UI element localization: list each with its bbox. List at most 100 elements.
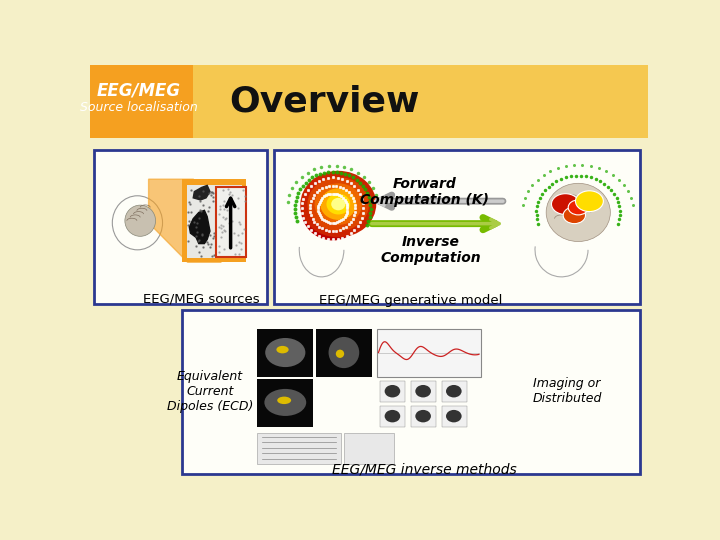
Point: [227, 191, 238, 199]
Point: [207, 193, 218, 201]
Text: Forward
Computation (K): Forward Computation (K): [360, 177, 490, 207]
Point: [217, 212, 228, 221]
Bar: [380, 381, 405, 402]
Point: [222, 190, 234, 198]
Point: [219, 227, 230, 235]
Point: [191, 232, 202, 240]
Ellipse shape: [384, 410, 400, 422]
Point: [223, 190, 235, 199]
Point: [208, 232, 220, 241]
Point: [228, 228, 240, 237]
Ellipse shape: [446, 385, 462, 397]
Point: [224, 196, 235, 205]
Ellipse shape: [336, 349, 344, 358]
Point: [230, 241, 242, 249]
Bar: [258, 329, 313, 377]
Point: [238, 224, 250, 233]
Ellipse shape: [265, 338, 305, 367]
Point: [204, 242, 215, 251]
Point: [196, 230, 207, 238]
Circle shape: [575, 191, 603, 212]
Point: [216, 252, 228, 261]
Ellipse shape: [301, 176, 365, 240]
Point: [194, 214, 205, 222]
Point: [233, 250, 245, 259]
Point: [234, 220, 246, 229]
Ellipse shape: [331, 198, 346, 211]
Point: [183, 220, 194, 229]
Ellipse shape: [315, 183, 362, 225]
Bar: [377, 329, 481, 377]
Point: [204, 188, 215, 197]
Point: [213, 209, 225, 218]
Point: [224, 187, 235, 196]
Point: [222, 199, 234, 208]
Point: [219, 227, 230, 235]
Point: [224, 250, 235, 259]
Point: [202, 240, 213, 249]
Point: [191, 242, 202, 251]
Point: [211, 215, 222, 224]
Point: [225, 232, 237, 241]
Point: [220, 238, 231, 247]
Point: [220, 205, 232, 213]
Point: [203, 202, 215, 211]
Ellipse shape: [276, 346, 289, 353]
Point: [213, 185, 225, 193]
Point: [186, 207, 197, 216]
Point: [223, 219, 235, 227]
Bar: [186, 185, 243, 258]
Point: [230, 250, 241, 259]
Point: [228, 242, 240, 251]
Point: [215, 220, 226, 229]
Point: [217, 186, 229, 194]
Point: [219, 243, 230, 252]
Point: [186, 186, 197, 194]
Point: [211, 186, 222, 195]
Point: [208, 228, 220, 237]
Point: [217, 222, 229, 231]
Point: [205, 191, 217, 199]
Point: [201, 238, 212, 246]
Point: [228, 187, 240, 195]
Point: [235, 245, 247, 253]
Text: EEG/MEG generative model: EEG/MEG generative model: [319, 294, 503, 307]
Point: [191, 227, 202, 236]
Ellipse shape: [326, 194, 350, 214]
Point: [223, 207, 235, 215]
Ellipse shape: [300, 171, 377, 238]
Bar: [411, 381, 436, 402]
Point: [213, 242, 225, 251]
Point: [207, 234, 218, 242]
Text: Imaging or
Distributed: Imaging or Distributed: [532, 377, 602, 405]
Polygon shape: [189, 210, 210, 244]
Point: [216, 227, 228, 236]
Ellipse shape: [277, 396, 291, 404]
Point: [207, 189, 218, 198]
Point: [205, 188, 217, 197]
Circle shape: [552, 194, 580, 214]
Point: [205, 240, 217, 249]
Point: [230, 250, 241, 259]
Point: [222, 194, 234, 203]
Point: [189, 218, 200, 226]
Point: [214, 223, 225, 232]
Ellipse shape: [328, 337, 359, 368]
Bar: [90, 65, 193, 138]
Ellipse shape: [415, 410, 431, 422]
Ellipse shape: [446, 410, 462, 422]
Point: [202, 207, 214, 215]
Point: [226, 217, 238, 226]
Ellipse shape: [384, 385, 400, 397]
Point: [215, 224, 227, 233]
Point: [213, 247, 225, 256]
Point: [196, 231, 207, 239]
Bar: [441, 406, 467, 427]
Point: [217, 200, 229, 209]
Point: [194, 197, 206, 206]
Bar: [94, 150, 267, 304]
Point: [239, 192, 251, 200]
Point: [218, 234, 230, 243]
Point: [222, 210, 233, 219]
Point: [212, 220, 224, 229]
